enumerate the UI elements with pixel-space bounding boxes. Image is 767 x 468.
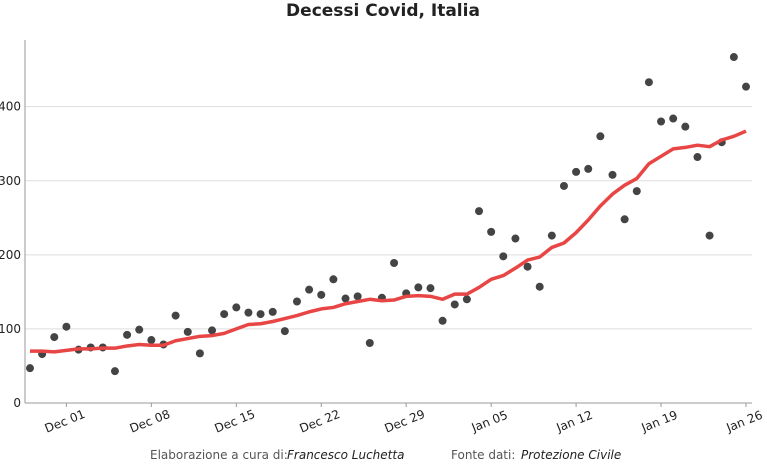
point [693,153,702,162]
point [559,181,568,190]
x-tick-label: Jan 12 [554,408,595,435]
point [450,300,459,309]
point [220,310,229,319]
point [390,258,399,267]
x-tick-label: Dec 22 [298,407,342,436]
trend-line [30,129,747,354]
point [523,262,532,271]
point [608,170,617,179]
point [208,326,217,335]
point [487,227,496,236]
chart-title: Decessi Covid, Italia [286,1,480,21]
point [171,311,180,320]
y-tick-label: 0 [13,396,21,410]
x-tick-label: Jan 19 [639,408,680,435]
x-tick-label: Jan 05 [469,408,510,435]
point [669,114,678,123]
source-name: Protezione Civile [521,448,621,462]
point [317,290,326,299]
point [547,231,556,240]
x-tick-label: Dec 08 [128,407,172,436]
point [499,252,508,261]
point [426,284,435,293]
point [329,275,338,284]
y-tick-label: 200 [0,248,21,262]
point [353,292,362,301]
point [26,364,34,373]
point [644,78,653,87]
y-tick-label: 300 [0,174,21,188]
point [292,297,301,306]
point [183,327,192,336]
point [414,283,423,292]
point [681,122,690,131]
x-tick-label: Jan 26 [724,408,765,435]
point [135,325,144,334]
point [62,322,71,331]
x-tick-label: Dec 15 [213,407,257,436]
y-tick-label: 100 [0,322,21,336]
point [584,164,593,173]
point [280,327,289,336]
point [244,308,253,317]
point [147,336,156,345]
point [742,82,750,91]
point [365,338,374,347]
point [620,215,629,224]
point [123,330,132,339]
point [596,132,605,141]
point [268,307,277,316]
point [232,303,241,312]
point [462,295,471,304]
point [475,207,484,216]
point [195,349,204,358]
point [50,333,59,342]
x-tick-label: Dec 01 [43,407,87,436]
y-tick-label: 400 [0,100,21,114]
source-label: Fonte dati: [451,448,515,462]
point [632,187,641,196]
point [572,167,581,176]
point [110,367,119,376]
point [511,234,520,243]
x-tick-label: Dec 29 [382,407,426,436]
credit-name: Francesco Luchetta [287,448,404,462]
point [256,310,265,319]
point [535,282,544,291]
point [729,53,738,62]
point [705,231,714,240]
point [657,117,666,126]
point [438,316,447,325]
point [305,285,314,294]
point [341,294,350,303]
credit-label: Elaborazione a cura di: [150,448,288,462]
